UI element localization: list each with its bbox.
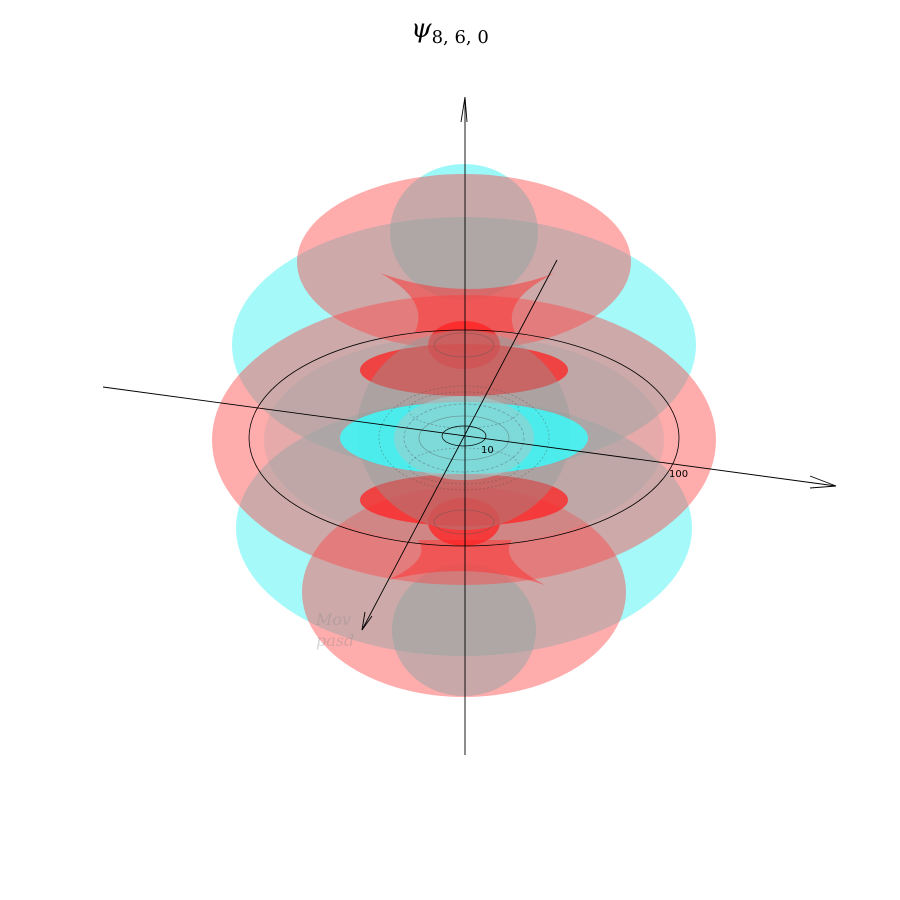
inner-positive-cone-top xyxy=(380,273,555,332)
watermark-line-1: Mov xyxy=(315,610,351,629)
title-symbol: ψ xyxy=(411,14,432,44)
x-axis xyxy=(102,386,837,487)
inner-contours xyxy=(378,332,550,535)
polar-negative-lobe-bottom xyxy=(392,564,536,696)
radial-tick-10: 10 xyxy=(481,445,494,456)
title-subscript: 8, 6, 0 xyxy=(431,27,489,48)
z-axis-arrowhead xyxy=(460,96,468,123)
inner-positive-cone-bottom xyxy=(388,540,545,585)
y-axis-arrowhead xyxy=(361,611,373,631)
inner-core-shell xyxy=(394,396,534,480)
positive-lobe-bottom xyxy=(302,487,626,697)
inner-positive-knob-top xyxy=(428,321,500,369)
inner-positive-band-top xyxy=(360,344,568,396)
positive-lobe-top xyxy=(297,174,631,350)
watermark-line-2: pasd xyxy=(316,631,354,650)
polar-negative-lobe-top xyxy=(390,164,538,300)
radial-grid-ring-100 xyxy=(248,329,680,547)
radial-tick-100: 100 xyxy=(669,469,688,480)
axes xyxy=(102,96,837,755)
x-axis-arrowhead xyxy=(809,475,837,489)
radial-grid-ring-10 xyxy=(441,425,487,447)
inner-positive-knob-bottom xyxy=(428,498,500,546)
plot-title: ψ8, 6, 0 xyxy=(0,14,900,48)
y-axis xyxy=(361,259,558,631)
